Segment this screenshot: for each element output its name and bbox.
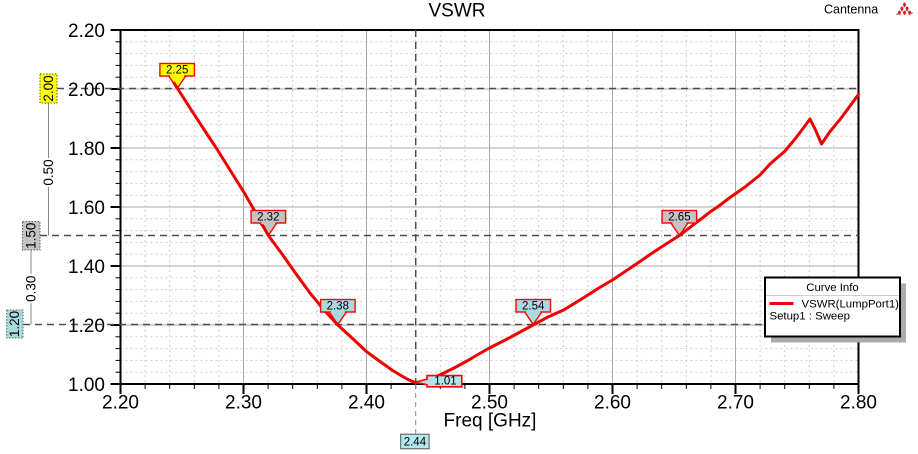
svg-text:2.20: 2.20	[68, 21, 105, 42]
svg-text:Setup1 : Sweep: Setup1 : Sweep	[770, 310, 850, 322]
svg-text:0.30: 0.30	[23, 276, 38, 302]
svg-text:VSWR: VSWR	[429, 0, 486, 21]
svg-text:2.40: 2.40	[348, 393, 385, 414]
svg-text:Freq [GHz]: Freq [GHz]	[444, 411, 537, 432]
svg-text:1.50: 1.50	[24, 223, 39, 249]
svg-text:1.20: 1.20	[68, 316, 105, 337]
svg-text:2.00: 2.00	[41, 75, 56, 101]
svg-text:2.38: 2.38	[327, 301, 349, 313]
svg-text:1.00: 1.00	[68, 375, 105, 396]
svg-text:1.01: 1.01	[434, 376, 456, 388]
svg-text:Cantenna: Cantenna	[824, 3, 878, 17]
svg-text:0.50: 0.50	[41, 159, 56, 185]
svg-text:2.70: 2.70	[717, 393, 754, 414]
svg-text:2.44: 2.44	[404, 436, 427, 448]
svg-text:Curve Info: Curve Info	[806, 282, 859, 294]
svg-text:1.20: 1.20	[7, 311, 22, 337]
svg-text:2.20: 2.20	[102, 393, 139, 414]
svg-text:2.00: 2.00	[68, 80, 105, 101]
svg-text:VSWR(LumpPort1): VSWR(LumpPort1)	[802, 298, 900, 310]
svg-text:2.50: 2.50	[471, 393, 508, 414]
svg-text:2.30: 2.30	[225, 393, 262, 414]
svg-text:1.40: 1.40	[68, 257, 105, 278]
svg-text:2.32: 2.32	[257, 212, 279, 224]
svg-text:2.80: 2.80	[840, 393, 877, 414]
svg-text:2.54: 2.54	[522, 301, 545, 313]
svg-text:2.65: 2.65	[668, 212, 690, 224]
svg-text:2.25: 2.25	[166, 65, 188, 77]
svg-text:1.60: 1.60	[68, 198, 105, 219]
svg-text:1.80: 1.80	[68, 139, 105, 160]
svg-text:2.60: 2.60	[594, 393, 631, 414]
